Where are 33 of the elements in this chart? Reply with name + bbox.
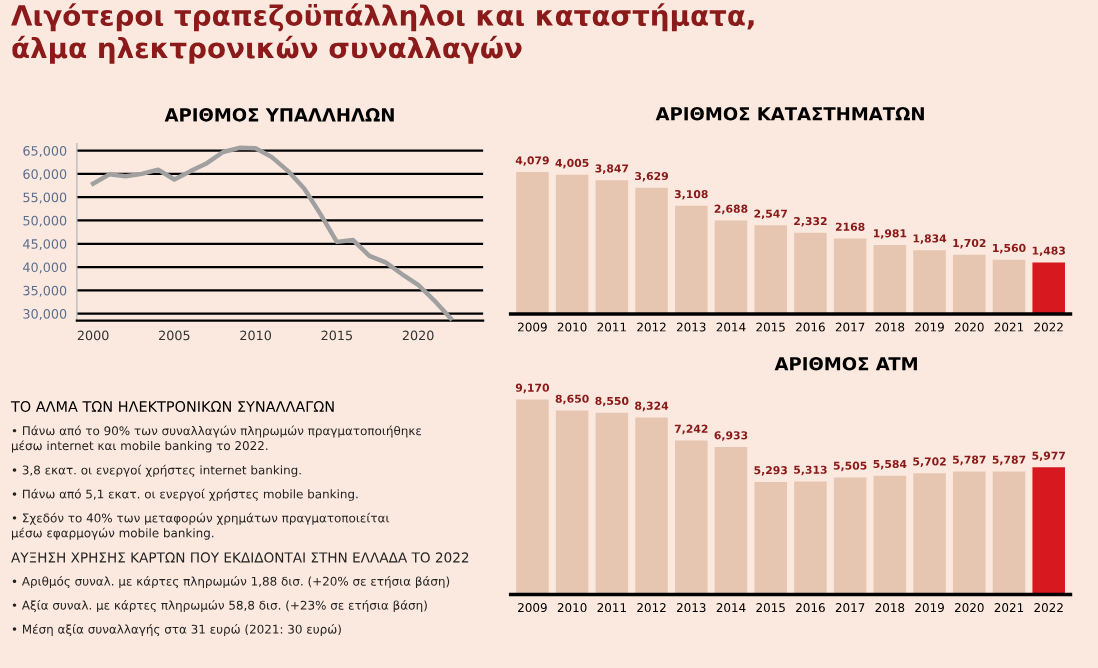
bar: [714, 220, 748, 314]
bar: [714, 447, 748, 595]
bar: [674, 440, 708, 595]
bar: [913, 250, 946, 314]
bar: [833, 477, 867, 595]
bar: [833, 238, 867, 314]
chart-title: ΑΡΙΘΜΟΣ ΥΠΑΛΛΗΛΩΝ: [164, 108, 394, 122]
chart-title: ΑΡΙΘΜΟΣ ATM: [774, 356, 917, 371]
bar: [913, 473, 946, 595]
bar: [635, 187, 668, 314]
bar: [794, 232, 827, 314]
bar: [516, 172, 549, 314]
bar: [873, 245, 907, 314]
bar: [555, 174, 589, 314]
bar: [952, 254, 986, 314]
bar: [873, 475, 907, 595]
bar: [992, 471, 1026, 595]
chart-title: ΑΡΙΘΜΟΣ ΚΑΤΑΣΤΗΜΑΤΩΝ: [655, 106, 924, 121]
bar: [1032, 467, 1065, 595]
bar: [595, 180, 629, 314]
bar: [952, 471, 986, 595]
bar: [794, 481, 827, 595]
bar: [595, 412, 629, 595]
bar: [992, 259, 1026, 314]
bar: [1032, 262, 1065, 314]
bar: [754, 225, 787, 314]
bar: [754, 481, 787, 595]
bar: [516, 399, 549, 595]
line-series: [90, 145, 453, 321]
bar: [674, 205, 708, 314]
bar: [555, 410, 589, 595]
bar: [635, 417, 668, 595]
text: Λιγότεροι τραπεζοϋπάλληλοι και καταστήματα, άλμα ηλεκτρονικών συναλλαγών: [11, 3, 754, 64]
